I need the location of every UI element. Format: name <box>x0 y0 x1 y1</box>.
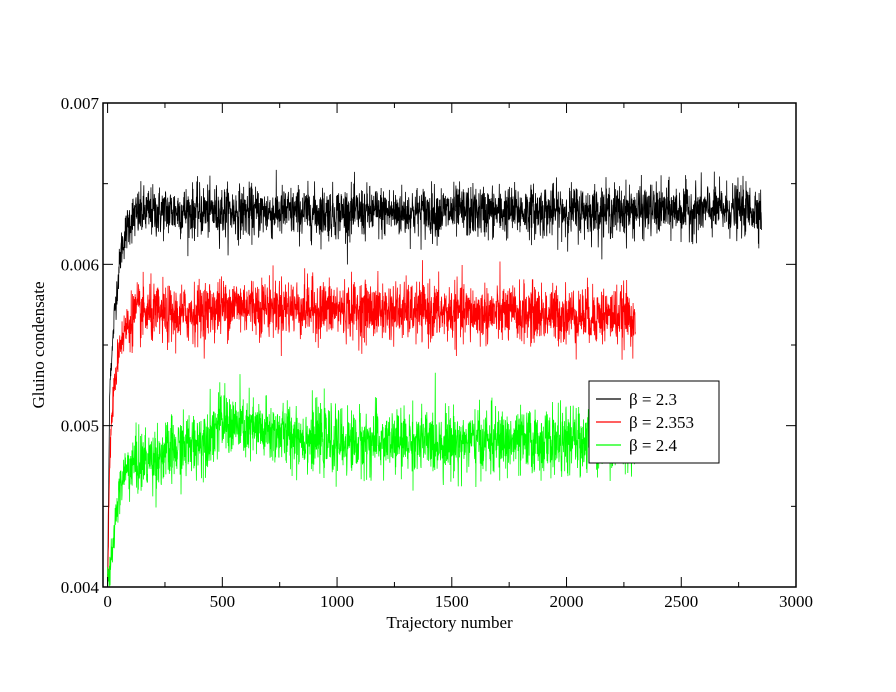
legend-label-3: β = 2.4 <box>629 436 677 455</box>
x-axis-label: Trajectory number <box>386 613 513 632</box>
series-line-2 <box>107 260 636 578</box>
x-tick-label: 0 <box>103 592 112 611</box>
x-tick-label: 2000 <box>550 592 584 611</box>
x-tick-label: 3000 <box>779 592 813 611</box>
y-tick-label: 0.004 <box>61 578 100 597</box>
series-layer <box>107 169 762 588</box>
x-tick-label: 1500 <box>435 592 469 611</box>
x-tick-label: 500 <box>210 592 236 611</box>
y-tick-label: 0.005 <box>61 417 99 436</box>
legend-label-2: β = 2.353 <box>629 413 694 432</box>
legend: β = 2.3 β = 2.353 β = 2.4 <box>588 380 720 464</box>
y-tick-label: 0.007 <box>61 94 100 113</box>
legend-label-1: β = 2.3 <box>629 390 677 409</box>
x-tick-label: 2500 <box>664 592 698 611</box>
ticks-layer <box>103 102 797 588</box>
tick-labels-layer: 0 500 1000 1500 2000 2500 3000 0.004 0.005 0.006 0… <box>61 94 813 611</box>
y-axis-label: Gluino condensate <box>29 282 48 409</box>
y-tick-label: 0.006 <box>61 255 99 274</box>
x-tick-label: 1000 <box>320 592 354 611</box>
series-line-1 <box>107 169 762 588</box>
series-line-3 <box>107 372 636 588</box>
